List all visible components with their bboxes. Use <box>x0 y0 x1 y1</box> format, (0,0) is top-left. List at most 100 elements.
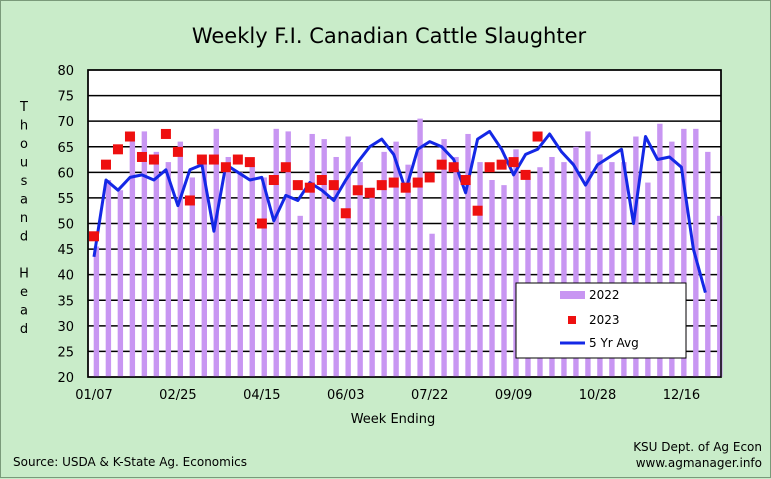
marker-2023 <box>256 218 267 229</box>
bar-2022 <box>333 156 339 377</box>
marker-2023 <box>460 175 471 186</box>
bar-2022 <box>417 118 423 377</box>
bar-2022 <box>201 162 207 377</box>
bar-2022 <box>633 136 639 377</box>
bar-2022 <box>393 141 399 377</box>
y-tick-label: 50 <box>57 218 74 233</box>
marker-2023 <box>364 187 375 198</box>
x-tick-label: 07/22 <box>411 388 448 403</box>
bar-2022 <box>189 177 196 377</box>
marker-2023 <box>328 180 339 191</box>
bar-2022 <box>165 162 172 377</box>
y-label-letter: a <box>20 304 28 319</box>
y-tick-label: 75 <box>57 90 74 105</box>
legend-label-2022: 2022 <box>589 288 620 302</box>
marker-2023 <box>484 162 495 173</box>
y-tick-label: 55 <box>57 192 74 207</box>
marker-2023 <box>148 154 159 165</box>
y-label-letter: d <box>20 230 28 245</box>
y-tick-label: 20 <box>57 371 74 386</box>
marker-2023 <box>112 144 123 155</box>
bar-2022 <box>309 133 315 377</box>
bar-2022 <box>489 180 495 377</box>
y-tick-label: 80 <box>57 64 74 79</box>
plot-border <box>87 69 722 378</box>
bar-2022 <box>141 131 148 377</box>
legend-swatch-2023 <box>568 316 576 324</box>
bar-2022 <box>561 162 567 377</box>
y-tick-label: 45 <box>57 243 74 258</box>
bars-2022 <box>93 118 723 377</box>
bar-2022 <box>585 131 591 377</box>
marker-2023 <box>520 169 531 180</box>
marker-2023 <box>232 154 243 165</box>
marker-2023 <box>292 180 303 191</box>
bar-2022 <box>477 162 483 377</box>
bar-2022 <box>717 215 723 377</box>
marker-2023 <box>388 177 399 188</box>
bar-2022 <box>669 141 675 377</box>
bar-2022 <box>369 187 375 377</box>
x-tick-label: 02/25 <box>159 388 196 403</box>
marker-2023 <box>304 182 315 193</box>
marker-2023 <box>100 159 111 170</box>
marker-2023 <box>172 146 183 157</box>
marker-2023 <box>184 195 195 206</box>
bar-2022 <box>177 141 184 377</box>
credit-line-2: www.agmanager.info <box>636 456 762 470</box>
y-label-letter: h <box>20 119 28 134</box>
marker-2023 <box>496 159 507 170</box>
marker-2023 <box>124 131 135 142</box>
bar-2022 <box>105 180 112 377</box>
x-tick-label: 12/16 <box>663 388 700 403</box>
y-label-letter: o <box>20 137 28 152</box>
credit-line-1: KSU Dept. of Ag Econ <box>633 440 762 454</box>
bar-2022 <box>381 151 387 377</box>
marker-2023 <box>160 128 171 139</box>
legend-swatch-2022 <box>560 291 585 299</box>
bar-2022 <box>609 162 615 377</box>
markers-2023 <box>89 128 543 242</box>
bar-2022 <box>129 133 136 377</box>
bar-2022 <box>261 177 267 377</box>
bar-2022 <box>537 167 543 377</box>
marker-2023 <box>89 231 99 242</box>
y-tick-label: 35 <box>57 294 74 309</box>
bar-2022 <box>705 151 711 377</box>
marker-2023 <box>508 157 519 168</box>
y-tick-label: 30 <box>57 320 74 335</box>
chart-title: Weekly F.I. Canadian Cattle Slaughter <box>192 24 587 48</box>
bar-2022 <box>453 156 459 377</box>
marker-2023 <box>376 180 387 191</box>
bar-2022 <box>345 136 351 377</box>
bar-2022 <box>93 246 100 377</box>
y-label-letter: d <box>20 322 28 337</box>
bar-2022 <box>549 156 555 377</box>
source-note: Source: USDA & K-State Ag. Economics <box>13 455 247 469</box>
avg-line-path <box>92 129 707 293</box>
marker-2023 <box>340 208 351 219</box>
bar-2022 <box>513 149 519 377</box>
bar-2022 <box>297 215 303 377</box>
bar-2022 <box>249 162 255 377</box>
x-tick-label: 01/07 <box>75 388 112 403</box>
y-tick-label: 25 <box>57 345 74 360</box>
x-tick-label: 09/09 <box>495 388 532 403</box>
bar-2022 <box>405 164 411 377</box>
marker-2023 <box>532 131 543 142</box>
marker-2023 <box>220 162 231 173</box>
y-tick-label: 70 <box>57 115 74 130</box>
x-axis-label: Week Ending <box>351 412 436 427</box>
y-tick-label: 40 <box>57 269 74 284</box>
marker-2023 <box>280 162 291 173</box>
marker-2023 <box>268 175 279 186</box>
y-label-letter: u <box>20 156 28 171</box>
bar-2022 <box>213 128 219 377</box>
bar-2022 <box>657 123 663 377</box>
legend: 2022 2023 5 Yr Avg <box>515 282 687 359</box>
y-tick-label: 60 <box>57 166 74 181</box>
bar-2022 <box>681 128 687 377</box>
